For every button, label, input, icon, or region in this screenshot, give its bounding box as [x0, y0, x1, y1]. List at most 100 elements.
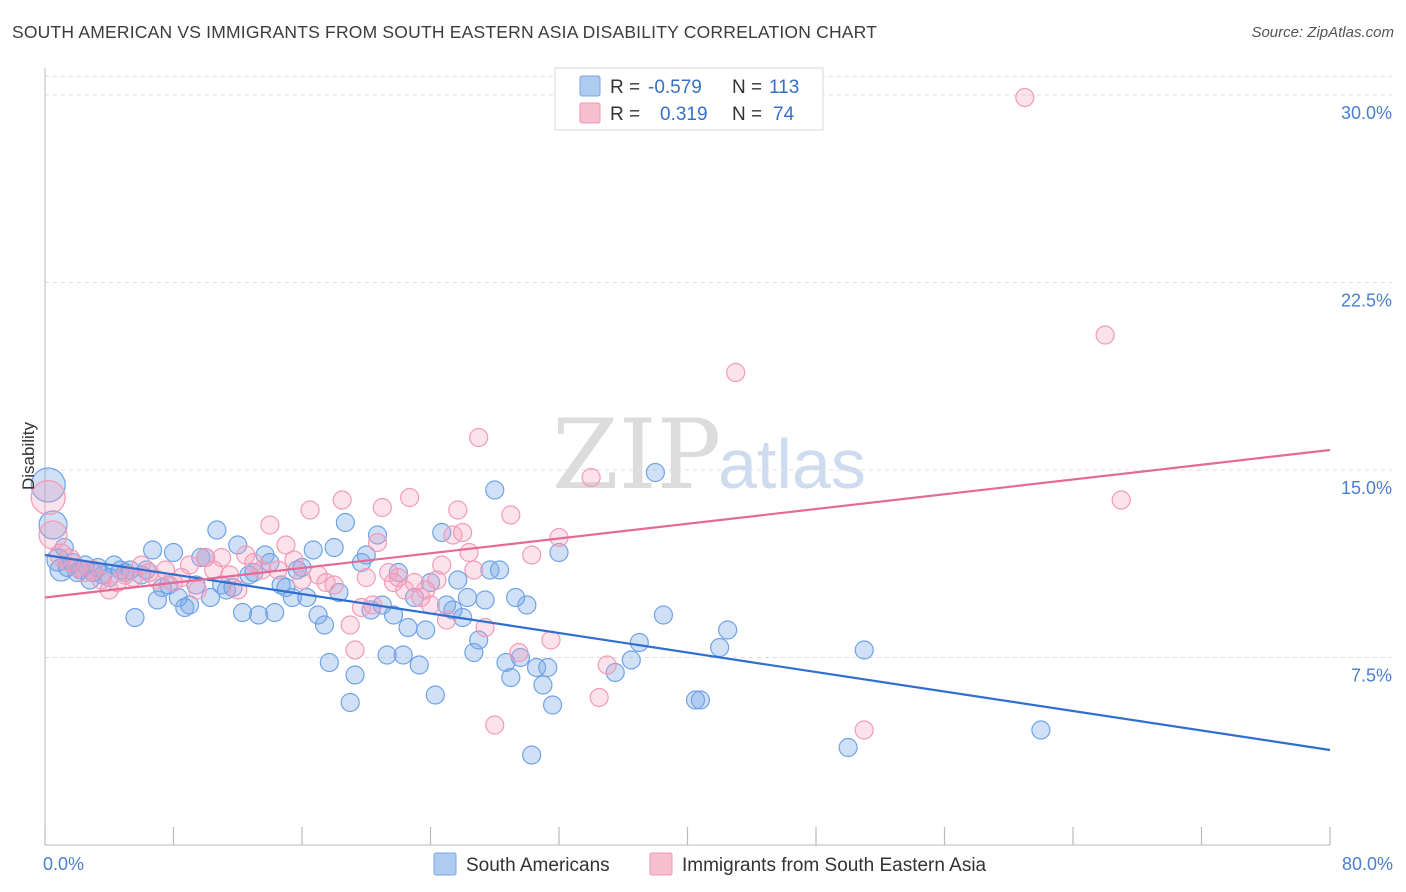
data-point [469, 427, 489, 448]
series-south-americans [30, 462, 1051, 765]
data-point [538, 657, 558, 678]
data-point [372, 497, 392, 518]
data-point [448, 570, 468, 590]
data-point [212, 547, 232, 568]
data-point [260, 515, 280, 535]
data-point [340, 615, 360, 635]
data-point [125, 607, 145, 628]
watermark-atlas: atlas [718, 425, 866, 503]
y-axis-label: Disability [19, 421, 38, 490]
data-point [501, 505, 521, 525]
data-point [379, 562, 399, 583]
data-point [436, 610, 457, 630]
chart-title: SOUTH AMERICAN VS IMMIGRANTS FROM SOUTH … [12, 22, 878, 42]
data-point [443, 600, 463, 620]
data-point [316, 572, 336, 593]
data-point [383, 605, 404, 625]
data-point [685, 690, 706, 710]
data-point [179, 595, 200, 615]
tick-labels: 7.5% 15.0% 22.5% 30.0% 0.0% 80.0% [43, 103, 1393, 874]
data-point [581, 467, 601, 488]
data-point [496, 652, 516, 673]
data-point [485, 480, 505, 500]
data-point [542, 695, 563, 715]
data-point [710, 637, 730, 658]
legend-bottom-swatch-pink [649, 852, 673, 876]
data-point [314, 615, 335, 635]
legend-n-value-2: 74 [773, 104, 795, 125]
data-point [718, 620, 738, 640]
data-point [83, 560, 103, 580]
data-point [690, 690, 710, 710]
data-point [404, 587, 425, 608]
axes [44, 68, 1331, 846]
data-point [621, 650, 641, 670]
data-point [115, 565, 135, 585]
data-point [236, 545, 256, 565]
data-point [838, 737, 858, 758]
data-point [509, 642, 529, 663]
y-tick-label: 15.0% [1341, 478, 1392, 498]
data-point [1031, 720, 1051, 740]
data-point [400, 487, 420, 508]
data-point [432, 522, 452, 543]
data-point [297, 587, 317, 608]
data-point [30, 467, 66, 503]
y-tick-label: 22.5% [1341, 291, 1392, 311]
data-point [522, 745, 542, 765]
legend-n-label-2: N = [732, 104, 762, 125]
data-point [207, 520, 227, 540]
y-tick-label: 30.0% [1341, 103, 1392, 123]
legend-swatch-pink [579, 102, 601, 124]
data-point [1111, 490, 1131, 510]
chart-source: Source: ZipAtlas.com [1251, 24, 1394, 41]
data-point [335, 512, 355, 533]
data-point [475, 590, 495, 610]
data-point [464, 642, 484, 663]
legend-swatch-blue [579, 75, 601, 97]
data-point [332, 490, 352, 510]
data-point [163, 542, 184, 563]
data-point [308, 605, 328, 625]
data-point [388, 562, 408, 583]
data-point [324, 575, 344, 595]
data-point [420, 595, 441, 615]
legend-r-value-2: 0.319 [660, 104, 708, 125]
data-point [533, 675, 553, 695]
data-point [409, 655, 429, 675]
data-point [377, 645, 397, 665]
data-point [549, 542, 569, 563]
data-point [653, 605, 674, 625]
data-point [854, 720, 874, 740]
data-point [464, 560, 484, 580]
data-point [284, 550, 304, 570]
data-point [319, 652, 339, 673]
data-point [232, 602, 253, 623]
data-point [303, 540, 323, 560]
data-point [517, 595, 537, 615]
data-point [356, 567, 376, 588]
data-point [645, 462, 665, 483]
data-point [187, 580, 208, 600]
legend-n-label-1: N = [732, 77, 762, 98]
data-point [457, 587, 478, 608]
data-point [459, 542, 479, 563]
legend-r-label-2: R = [610, 104, 640, 125]
data-point [38, 520, 68, 550]
data-point [191, 547, 211, 568]
data-point [469, 630, 489, 650]
legend-r-label-1: R = [610, 77, 640, 98]
data-point [526, 657, 547, 678]
data-point [179, 555, 200, 575]
legend-bottom: South Americans Immigrants from South Ea… [433, 852, 987, 876]
data-point [448, 500, 468, 520]
trend-line [44, 553, 1331, 752]
data-point [38, 510, 68, 540]
data-point [30, 479, 66, 516]
data-point [395, 580, 415, 600]
data-point [436, 595, 457, 615]
data-point [432, 555, 452, 575]
data-point [324, 537, 344, 558]
data-point [54, 537, 74, 558]
data-point [393, 645, 413, 665]
